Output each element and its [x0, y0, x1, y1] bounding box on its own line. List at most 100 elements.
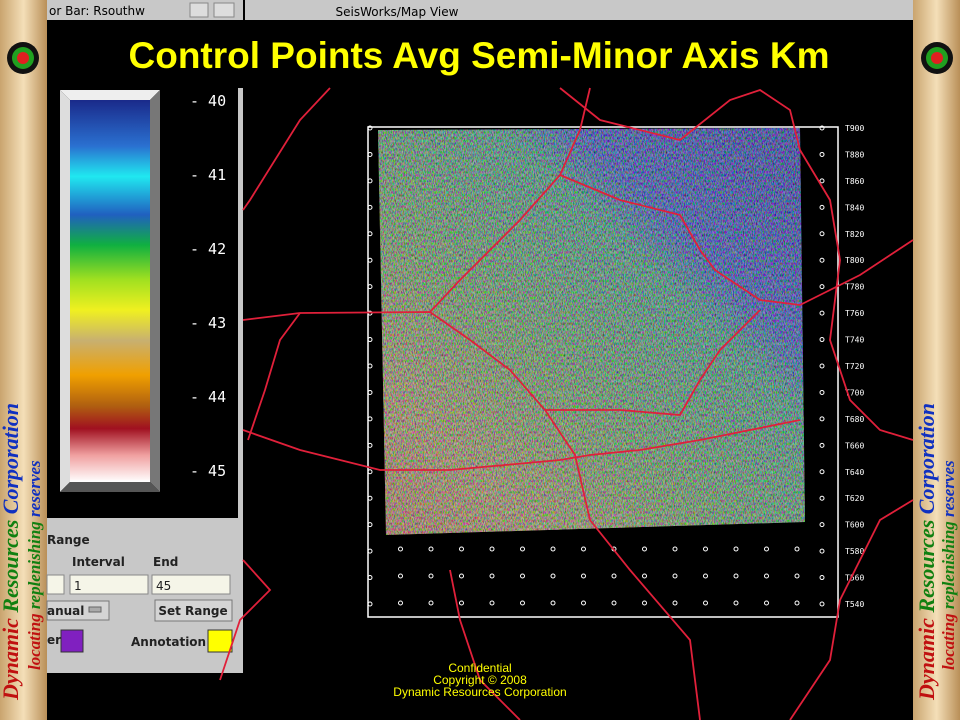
window-title: SeisWorks/Map View — [336, 5, 459, 19]
bevel — [60, 90, 160, 100]
control-point — [489, 600, 495, 606]
control-point — [489, 573, 495, 579]
control-point — [703, 573, 708, 579]
control-point — [611, 600, 617, 606]
control-point — [733, 600, 739, 606]
map-frame — [367, 126, 839, 618]
footer-text: Confidential — [448, 661, 511, 675]
map-axis-label: T680 — [845, 415, 864, 424]
input[interactable] — [69, 574, 149, 595]
bevel — [60, 482, 160, 492]
control-point — [581, 573, 586, 579]
control-point — [398, 573, 403, 579]
control-point — [703, 600, 708, 606]
control-point — [794, 546, 800, 552]
map-axis-label: T640 — [845, 468, 864, 477]
control-point — [550, 546, 556, 552]
control-point — [794, 573, 800, 579]
control-point — [367, 575, 373, 581]
banner-tagline: locating replenishing reserves — [25, 460, 44, 670]
map-axis-label: T600 — [845, 521, 864, 530]
control-point — [367, 601, 373, 607]
map-axis-label: T780 — [845, 283, 864, 292]
boundaries — [219, 87, 914, 720]
map-axis-label: T800 — [845, 256, 864, 265]
map-axis-label: T740 — [845, 336, 864, 345]
dropdown[interactable] — [46, 600, 110, 621]
control-point — [819, 284, 825, 290]
window-button[interactable] — [213, 2, 235, 18]
slide-title: Control Points Avg Semi-Minor Axis Km — [129, 35, 830, 76]
label: Interval — [72, 555, 125, 569]
map-axis-label: T560 — [845, 574, 864, 583]
word: locating — [25, 613, 44, 670]
control-point — [819, 337, 825, 343]
control-point — [819, 495, 825, 501]
dropdown-value: anual — [47, 604, 84, 618]
map-axis-label: T620 — [845, 494, 864, 503]
dropdown-icon — [88, 606, 102, 613]
control-point — [733, 546, 739, 552]
footer-text: Dynamic Resources Corporation — [393, 685, 566, 699]
control-point — [367, 204, 373, 210]
control-point — [520, 600, 525, 606]
control-point — [672, 600, 678, 606]
control-point — [367, 389, 373, 395]
color-swatch[interactable] — [207, 629, 233, 653]
right-banner — [913, 0, 960, 720]
colorbar-label: - 43 — [190, 314, 226, 332]
input-value: 1 — [74, 579, 82, 593]
control-point — [819, 257, 825, 263]
left-banner — [0, 0, 47, 720]
window-title: or Bar: Rsouthw — [49, 4, 145, 18]
word: Resources — [914, 520, 939, 614]
control-point — [794, 600, 800, 606]
control-point — [489, 546, 495, 552]
map-axis-label: T760 — [845, 309, 864, 318]
map-axis-label: T660 — [845, 441, 864, 450]
colorbar-label: - 40 — [190, 92, 226, 110]
footer-text: Copyright © 2008 — [433, 673, 527, 687]
window-button[interactable] — [189, 2, 209, 18]
control-point — [428, 546, 434, 552]
control-point — [819, 204, 825, 210]
map-axis-label: T880 — [845, 150, 864, 159]
map-axis-label: T840 — [845, 203, 864, 212]
control-point — [398, 600, 403, 606]
button[interactable] — [154, 599, 233, 622]
colorbar — [70, 100, 150, 482]
word: Corporation — [914, 403, 939, 514]
map-axis-label: T540 — [845, 600, 864, 609]
control-point — [459, 546, 464, 552]
map-surface — [378, 128, 805, 535]
control-point — [642, 573, 647, 579]
word: locating — [939, 613, 958, 670]
control-point — [819, 151, 825, 157]
control-point — [367, 548, 373, 554]
bevel — [150, 90, 160, 492]
word: reserves — [939, 460, 958, 517]
control-point — [764, 546, 769, 552]
control-point — [428, 573, 434, 579]
input[interactable] — [151, 574, 231, 595]
control-point — [367, 284, 373, 290]
word: Dynamic — [914, 618, 939, 701]
control-point — [550, 573, 556, 579]
control-point — [459, 573, 464, 579]
word: reserves — [25, 460, 44, 517]
map-axis-label: T860 — [845, 177, 864, 186]
control-point — [367, 231, 373, 237]
color-swatch[interactable] — [60, 629, 84, 653]
word: replenishing — [25, 521, 44, 609]
banner-tagline: locating replenishing reserves — [939, 460, 958, 670]
colorbar-label: - 41 — [190, 166, 226, 184]
control-point — [367, 469, 373, 475]
control-point — [428, 600, 434, 606]
control-point — [819, 389, 825, 395]
button-label: Set Range — [158, 604, 227, 618]
map-axis-label: T720 — [845, 362, 864, 371]
control-point — [672, 546, 678, 552]
input[interactable] — [46, 574, 65, 595]
control-point — [367, 178, 373, 184]
control-point — [520, 546, 525, 552]
